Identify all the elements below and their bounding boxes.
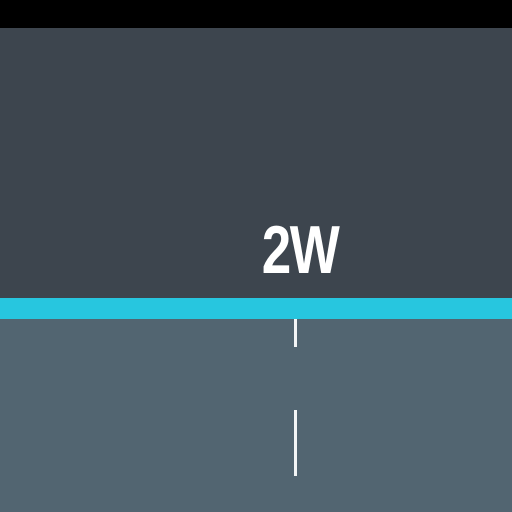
timeline-tick-short — [294, 319, 297, 347]
top-bar — [0, 0, 512, 28]
timeline-track[interactable] — [0, 319, 512, 512]
accent-line — [0, 298, 512, 319]
header-panel — [0, 28, 512, 298]
period-label-text: 2W — [261, 212, 340, 288]
timeline-tick-long — [294, 410, 297, 476]
period-label: 2W — [251, 210, 349, 290]
